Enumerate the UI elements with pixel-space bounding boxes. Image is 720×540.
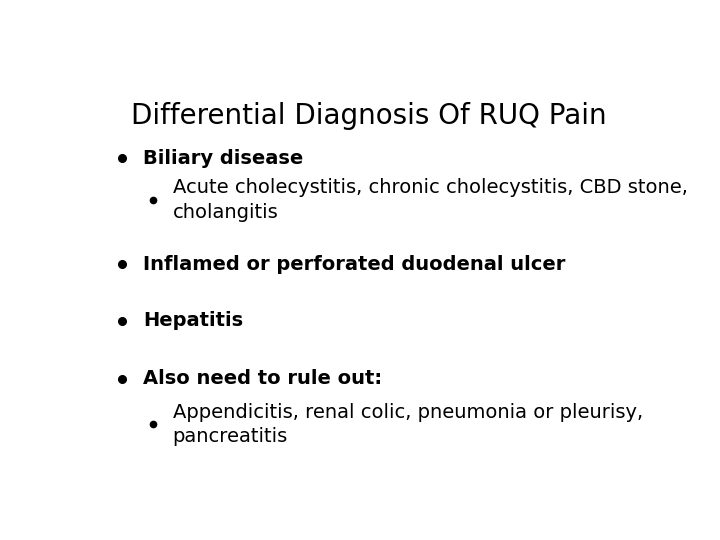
Text: Differential Diagnosis Of RUQ Pain: Differential Diagnosis Of RUQ Pain xyxy=(131,102,607,130)
Text: Also need to rule out:: Also need to rule out: xyxy=(143,369,382,388)
Text: Inflamed or perforated duodenal ulcer: Inflamed or perforated duodenal ulcer xyxy=(143,255,565,274)
Text: Hepatitis: Hepatitis xyxy=(143,311,243,330)
Text: Biliary disease: Biliary disease xyxy=(143,149,303,168)
Text: Acute cholecystitis, chronic cholecystitis, CBD stone,
cholangitis: Acute cholecystitis, chronic cholecystit… xyxy=(173,178,688,221)
Text: Appendicitis, renal colic, pneumonia or pleurisy,
pancreatitis: Appendicitis, renal colic, pneumonia or … xyxy=(173,403,643,446)
